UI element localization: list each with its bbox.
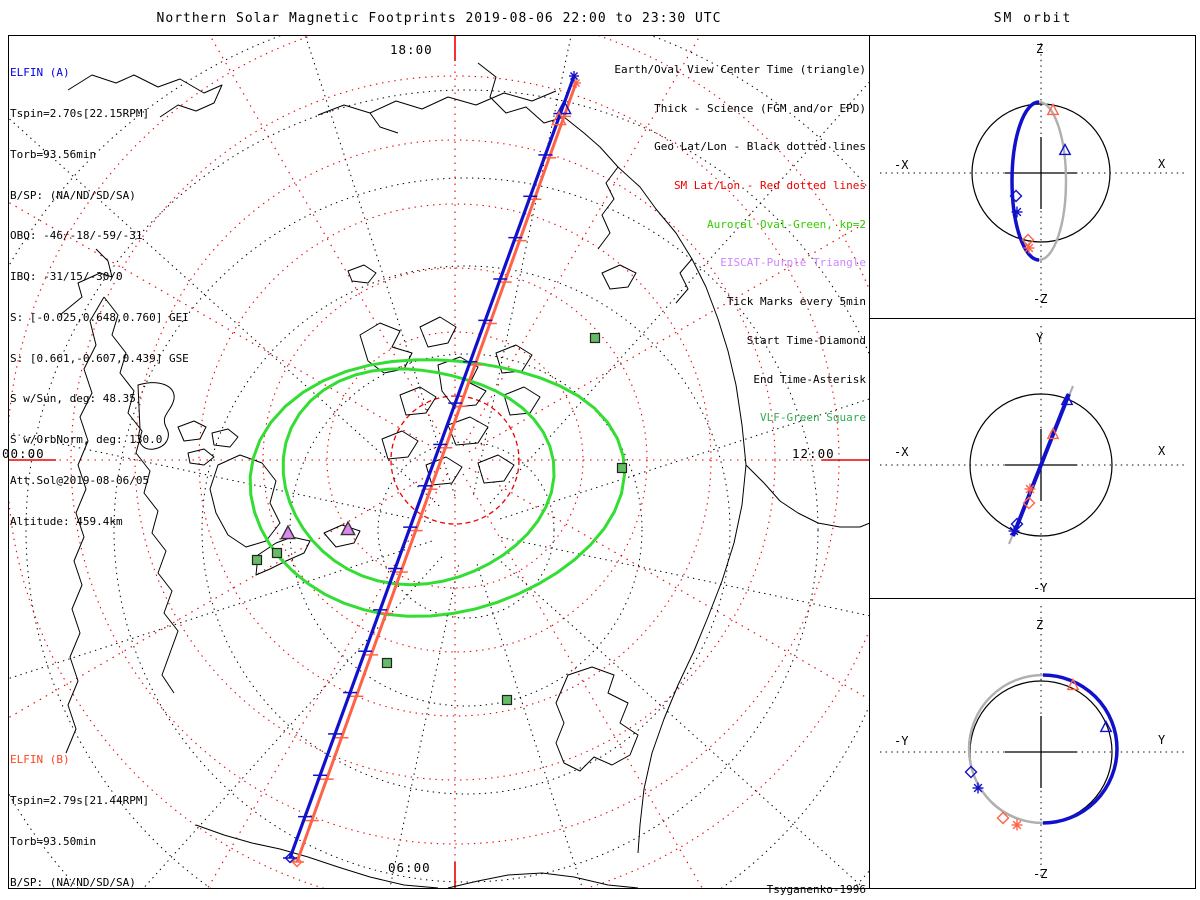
- elfin-a-line: S w/Sun, deg: 48.35: [10, 392, 136, 406]
- panel0-axis-bottom: -Z: [1033, 292, 1048, 306]
- legend-item: End Time-Asterisk: [753, 372, 866, 386]
- sm-orbit-panel-yz: [880, 606, 1186, 880]
- mlt-label-00: 00:00: [2, 446, 45, 461]
- credits: Tsyganenko-1996 Created: Wed Jan 25 11:1…: [620, 856, 866, 900]
- elfin-b-line: B/SP: (NA/ND/SD/SA): [10, 875, 136, 889]
- elfin-a-line: Tspin=2.70s[22.15RPM]: [10, 106, 150, 120]
- panel2-axis-top: Z: [1036, 618, 1044, 632]
- model-name: Tsyganenko-1996: [766, 883, 866, 896]
- elfin-a-line: OBQ: -46/-18/-59/-31: [10, 229, 143, 243]
- panel1-axis-left: -X: [894, 445, 909, 459]
- legend-item: SM Lat/Lon - Red dotted lines: [673, 178, 866, 192]
- panel1-axis-right: X: [1158, 444, 1166, 458]
- legend-item: Earth/Oval View Center Time (triangle): [614, 62, 866, 76]
- elfin-a-line: S: [0.661,-0.607,0.439] GSE: [10, 351, 189, 365]
- mlt-label-12: 12:00: [792, 446, 835, 461]
- elfin-a-info-box: ELFIN (A) Tspin=2.70s[22.15RPM] Torb=93.…: [10, 39, 189, 556]
- panel0-axis-right: X: [1158, 157, 1166, 171]
- elfin-a-line: Altitude: 459.4km: [10, 514, 123, 528]
- panel1-axis-top: Y: [1036, 331, 1044, 345]
- polar-map-plot: [8, 35, 870, 888]
- elfin-a-line: IBQ: -31/15/-30/0: [10, 270, 123, 284]
- elfin-a-name: ELFIN (A): [10, 66, 70, 80]
- panel2-axis-right: Y: [1158, 733, 1166, 747]
- map-legend: Earth/Oval View Center Time (triangle) T…: [546, 38, 866, 451]
- mlt-label-06: 06:00: [388, 860, 431, 875]
- legend-item: VLF-Green Square: [760, 411, 866, 425]
- elfin-b-line: Torb=93.50min: [10, 834, 97, 848]
- panel0-axis-top: Z: [1036, 42, 1044, 56]
- sm-orbit-panel-xy: [880, 326, 1186, 590]
- sm-orbit-panel-xz: [880, 43, 1186, 310]
- elfin-a-line: S w/OrbNorm, deg: 130.0: [10, 433, 163, 447]
- legend-item: Thick - Science (FGM and/or EPD): [654, 101, 866, 115]
- panel2-axis-left: -Y: [894, 734, 909, 748]
- mlt-label-18: 18:00: [390, 42, 433, 57]
- page-title: Northern Solar Magnetic Footprints 2019-…: [156, 11, 722, 26]
- elfin-b-info-box: ELFIN (B) Tspin=2.79s[21.44RPM] Torb=93.…: [10, 726, 195, 900]
- panel0-axis-left: -X: [894, 158, 909, 172]
- legend-item: Start Time-Diamond: [746, 333, 866, 347]
- legend-item: EISCAT-Purple Triangle: [720, 256, 866, 270]
- panel1-axis-bottom: -Y: [1033, 581, 1048, 595]
- sm-orbit-title: SM orbit: [993, 11, 1073, 26]
- legend-item: Tick Marks every 5min: [726, 295, 866, 309]
- panel2-axis-bottom: -Z: [1033, 867, 1048, 881]
- elfin-a-line: B/SP: (NA/ND/SD/SA): [10, 188, 136, 202]
- elfin-b-line: Tspin=2.79s[21.44RPM]: [10, 793, 150, 807]
- elfin-a-line: Att.Sol@2019-08-06/05: [10, 474, 150, 487]
- legend-item: Geo Lat/Lon - Black dotted lines: [654, 140, 866, 154]
- elfin-a-line: S: [-0.025,0.648,0.760] GEI: [10, 310, 189, 324]
- elfin-b-name: ELFIN (B): [10, 753, 70, 767]
- legend-item: Auroral Oval-Green, kp=2: [707, 217, 866, 231]
- elfin-a-line: Torb=93.56min: [10, 147, 97, 161]
